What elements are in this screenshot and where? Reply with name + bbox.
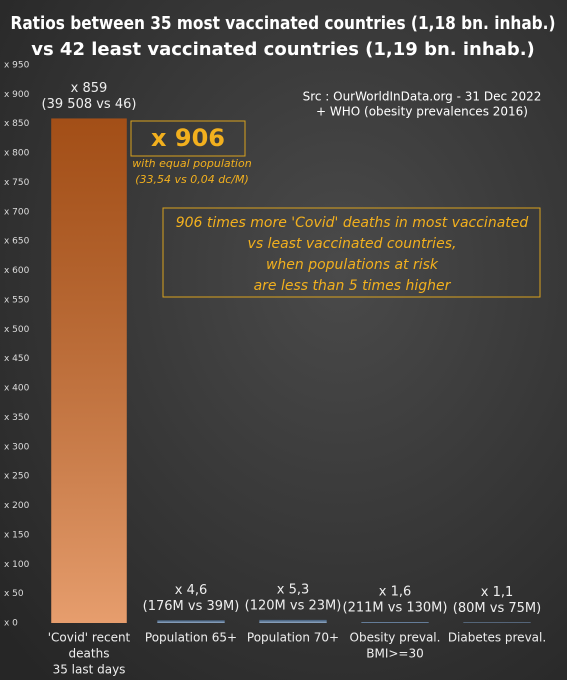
bar-shade bbox=[361, 622, 429, 623]
value-label: x 1,6 bbox=[379, 585, 412, 600]
y-tick-label: x 950 bbox=[4, 61, 30, 71]
note: are less than 5 times higher bbox=[254, 278, 452, 294]
ratio-note: (33,54 vs 0,04 dc/M) bbox=[135, 173, 249, 186]
bar-shade bbox=[259, 619, 327, 623]
y-tick-label: x 0 bbox=[4, 619, 18, 629]
source: + WHO (obesity prevalences 2016) bbox=[316, 105, 528, 119]
x-tick-label: Population 65+ bbox=[145, 631, 237, 645]
ratio: x 906 bbox=[151, 124, 225, 152]
bar-shade bbox=[463, 622, 531, 623]
chart-title: Ratios between 35 most vaccinated countr… bbox=[11, 13, 556, 34]
x-tick-label: Obesity preval. bbox=[350, 631, 441, 645]
note: 906 times more 'Covid' deaths in most va… bbox=[176, 215, 529, 231]
chart-title: vs 42 least vaccinated countries (1,19 b… bbox=[31, 39, 535, 60]
bar-shade bbox=[51, 118, 127, 623]
y-tick-label: x 300 bbox=[4, 442, 30, 452]
x-tick-label: Population 70+ bbox=[247, 631, 339, 645]
note: when populations at risk bbox=[266, 257, 439, 273]
y-tick-label: x 100 bbox=[4, 560, 30, 570]
y-tick-label: x 850 bbox=[4, 119, 30, 129]
value-label: x 4,6 bbox=[175, 583, 208, 598]
y-tick-label: x 800 bbox=[4, 149, 30, 159]
y-tick-label: x 700 bbox=[4, 207, 30, 217]
value-note: (211M vs 130M) bbox=[343, 601, 448, 616]
x-tick-label: deaths bbox=[69, 647, 110, 661]
x-tick-label: 35 last days bbox=[53, 663, 126, 677]
y-tick-label: x 50 bbox=[4, 589, 24, 599]
y-tick-label: x 900 bbox=[4, 90, 30, 100]
y-tick-label: x 550 bbox=[4, 295, 30, 305]
value-label: x 1,1 bbox=[481, 585, 514, 600]
y-tick-label: x 150 bbox=[4, 530, 30, 540]
x-tick-label: BMI>=30 bbox=[366, 647, 424, 661]
note-box bbox=[162, 207, 541, 298]
y-tick-label: x 750 bbox=[4, 178, 30, 188]
y-tick-label: x 200 bbox=[4, 501, 30, 511]
value-note: (120M vs 23M) bbox=[245, 598, 342, 613]
value-label: x 5,3 bbox=[277, 582, 310, 597]
y-tick-label: x 500 bbox=[4, 325, 30, 335]
y-tick-label: x 350 bbox=[4, 413, 30, 423]
x-tick-label: 'Covid' recent bbox=[48, 631, 131, 645]
y-tick-label: x 400 bbox=[4, 384, 30, 394]
source: Src : OurWorldInData.org - 31 Dec 2022 bbox=[303, 90, 542, 104]
y-tick-label: x 600 bbox=[4, 266, 30, 276]
y-tick-label: x 450 bbox=[4, 354, 30, 364]
bar-shade bbox=[157, 620, 225, 623]
value-note: (176M vs 39M) bbox=[143, 599, 240, 614]
ratio-box bbox=[130, 120, 246, 157]
value-note: (39 508 vs 46) bbox=[42, 97, 137, 112]
y-tick-label: x 250 bbox=[4, 472, 30, 482]
note: vs least vaccinated countries, bbox=[248, 236, 457, 252]
x-tick-label: Diabetes preval. bbox=[448, 631, 546, 645]
value-note: (80M vs 75M) bbox=[453, 601, 541, 616]
ratio-note: with equal population bbox=[132, 157, 251, 170]
y-tick-label: x 650 bbox=[4, 237, 30, 247]
value-label: x 859 bbox=[71, 81, 108, 96]
